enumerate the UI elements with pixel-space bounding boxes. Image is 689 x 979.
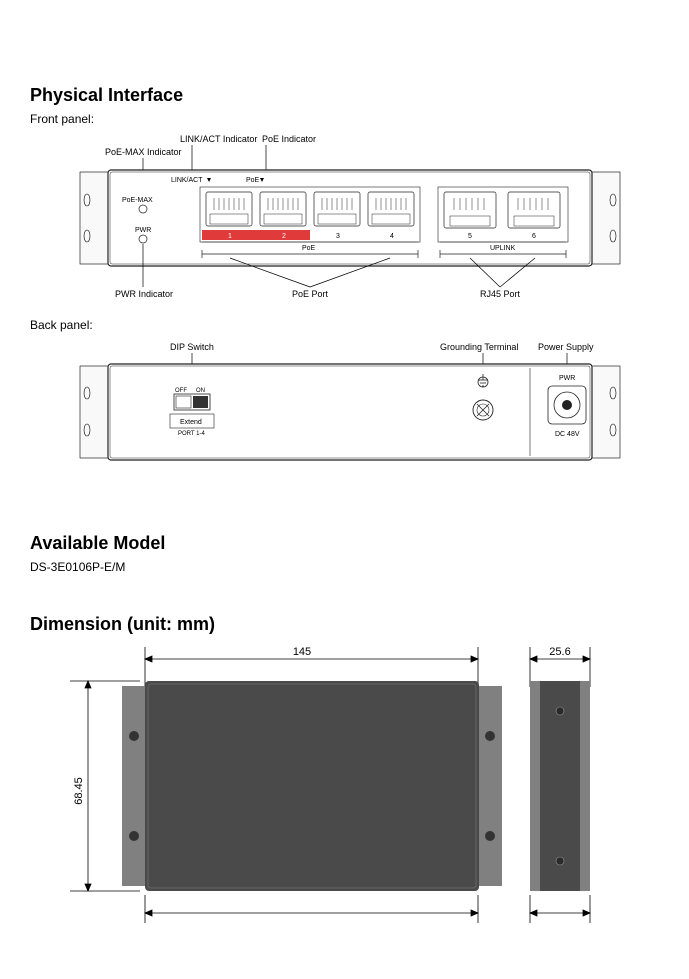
label-link-act: LINK/ACT <box>171 177 203 184</box>
back-device-body <box>108 364 592 460</box>
callout-rj45-port: RJ45 Port <box>480 289 521 299</box>
label-poe: PoE <box>246 177 260 184</box>
label-port5: 5 <box>468 233 472 240</box>
red-extend-bar <box>202 230 310 240</box>
callout-dip: DIP Switch <box>170 342 214 352</box>
physical-interface-heading: Physical Interface <box>30 85 659 106</box>
dim-depth: 25.6 <box>549 646 570 658</box>
dim-height: 68.45 <box>73 777 85 805</box>
label-uplink-section: UPLINK <box>490 245 516 252</box>
label-port3: 3 <box>336 233 340 240</box>
label-dc48v: DC 48V <box>555 431 580 438</box>
label-on: ON <box>196 388 205 394</box>
callout-poe-port: PoE Port <box>292 289 329 299</box>
front-panel-label: Front panel: <box>30 112 659 126</box>
front-panel-diagram: LINK/ACT Indicator PoE Indicator PoE-MAX… <box>70 132 630 312</box>
label-extend: Extend <box>180 419 202 426</box>
label-port4: 4 <box>390 233 394 240</box>
label-pwr-back: PWR <box>559 375 575 382</box>
callout-poe-max-ind: PoE-MAX Indicator <box>105 147 182 157</box>
available-model-value: DS-3E0106P-E/M <box>30 560 659 574</box>
label-port1: 1 <box>228 233 232 240</box>
label-pwr: PWR <box>135 227 151 234</box>
label-poe-section: PoE <box>302 245 316 252</box>
label-off: OFF <box>175 388 187 394</box>
label-port14: PORT 1-4 <box>178 431 205 437</box>
back-panel-label: Back panel: <box>30 318 659 332</box>
led-poe-max <box>139 205 147 213</box>
label-poe-max: PoE-MAX <box>122 197 153 204</box>
callout-poe-ind: PoE Indicator <box>262 134 316 144</box>
callout-power: Power Supply <box>538 342 594 352</box>
callout-pwr-ind: PWR Indicator <box>115 289 173 299</box>
label-port6: 6 <box>532 233 536 240</box>
led-pwr <box>139 235 147 243</box>
dim-width: 145 <box>293 646 311 658</box>
front-mount-left <box>80 172 110 264</box>
dimension-heading: Dimension (unit: mm) <box>30 614 659 635</box>
dim-top-view <box>122 681 502 891</box>
dimension-diagram: 145 25.6 <box>40 641 620 931</box>
callout-link-act: LINK/ACT Indicator <box>180 134 257 144</box>
label-port2: 2 <box>282 233 286 240</box>
front-mount-right <box>590 172 620 264</box>
callout-ground: Grounding Terminal <box>440 342 518 352</box>
dim-side-view <box>530 681 590 891</box>
available-model-heading: Available Model <box>30 533 659 554</box>
back-panel-diagram: DIP Switch Grounding Terminal Power Supp… <box>70 338 630 478</box>
